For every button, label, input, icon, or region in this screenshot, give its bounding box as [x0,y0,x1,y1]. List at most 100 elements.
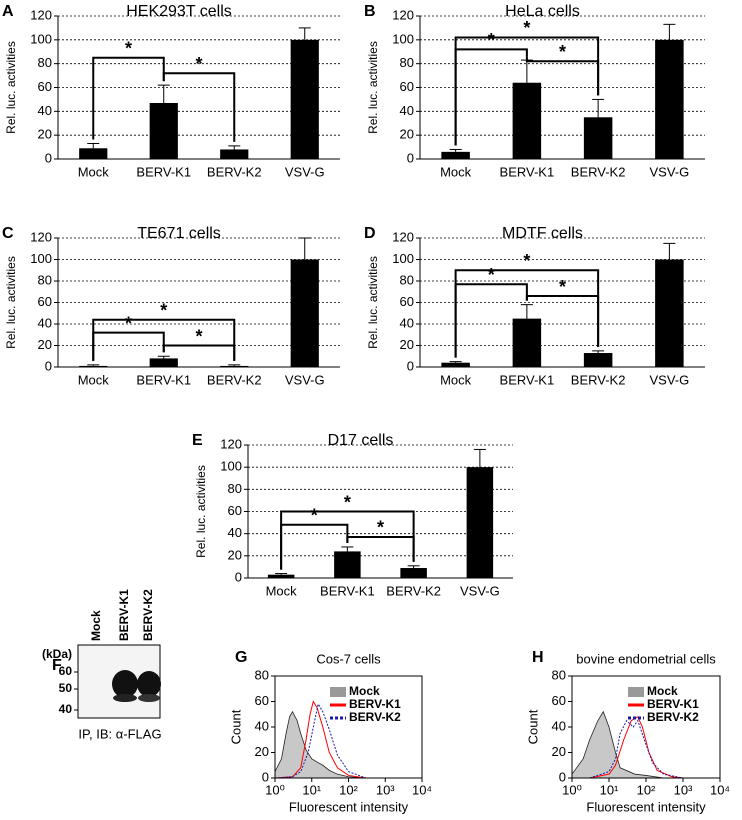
series-line [589,719,684,779]
y-tick-label: 40 [38,315,52,330]
bar [79,365,108,367]
x-tick-label: BERV-K1 [500,372,555,387]
chart-title: HeLa cells [505,3,580,20]
y-tick-label: 60 [255,693,269,708]
chart-title: D17 cells [328,432,394,449]
x-tick-label: 10⁴ [710,782,730,797]
lane-label: BERV-K2 [141,589,155,641]
significance-label: * [311,506,318,526]
series-line [274,702,367,779]
y-tick-label: 100 [30,31,52,46]
y-tick-label: 40 [552,718,566,733]
y-tick-label: 100 [30,251,52,266]
x-tick-label: 10⁴ [412,782,432,797]
x-tick-label: VSV-G [285,372,325,387]
y-tick-label: 60 [228,503,242,518]
bar [583,117,613,159]
chart-title: Cos-7 cells [316,651,381,666]
y-tick-label: 60 [38,294,52,309]
y-tick-label: 120 [392,7,414,22]
y-tick-label: 0 [407,150,414,165]
bar [220,149,249,159]
bar [400,568,427,578]
series-line [589,716,684,779]
blot-band [112,670,138,698]
legend-label: BERV-K1 [647,697,699,711]
significance-label: * [377,518,384,538]
chart-title: bovine endometrial cells [576,651,716,666]
y-axis-label: Rel. luc. activities [194,465,208,558]
y-tick-label: 40 [228,525,242,540]
y-axis-label: Count [228,709,243,744]
y-tick-label: 60 [400,79,414,94]
panel-letter: G [235,649,247,666]
significance-label: * [523,251,530,271]
y-tick-label: 60 [38,79,52,94]
y-tick-label: 0 [407,358,414,373]
y-tick-label: 0 [235,569,242,584]
significance-bracket [92,56,165,140]
x-tick-label: 10³ [674,782,693,797]
y-tick-label: 20 [552,744,566,759]
x-tick-label: VSV-G [650,372,690,387]
y-tick-label: 80 [552,667,566,682]
caption: IP, IB: α-FLAG [78,726,161,741]
y-tick-label: 20 [255,744,269,759]
x-tick-label: BERV-K2 [571,372,626,387]
legend-label: BERV-K1 [349,697,401,711]
x-tick-label: BERV-K2 [207,164,262,179]
significance-bracket [162,344,236,361]
y-tick-label: 120 [30,229,52,244]
y-tick-label: 20 [38,337,52,352]
panel-letter: C [2,225,14,242]
y-tick-label: 40 [400,315,414,330]
y-tick-label: 80 [400,272,414,287]
y-tick-label: 60 [552,693,566,708]
x-tick-label: BERV-K1 [500,164,555,179]
y-tick-label: 80 [228,481,242,496]
y-tick-label: 80 [255,667,269,682]
x-tick-label: 10³ [376,782,395,797]
significance-label: * [559,42,566,62]
legend-swatch [628,687,644,697]
y-tick-label: 0 [559,769,566,784]
legend-label: BERV-K2 [349,710,401,724]
significance-label: * [195,54,202,74]
y-tick-label: 40 [255,718,269,733]
marker-label: 50 [59,681,73,695]
y-tick-label: 80 [38,272,52,287]
x-tick-label: Mock [78,164,110,179]
x-tick-label: BERV-K1 [136,164,191,179]
bar [220,365,249,367]
x-tick-label: BERV-K2 [571,164,626,179]
bar [466,467,494,578]
lane-label: Mock [89,610,103,641]
y-tick-label: 0 [45,358,52,373]
y-tick-label: 100 [392,31,414,46]
x-tick-label: Mock [78,372,110,387]
significance-label: * [344,492,351,512]
panel-letter: H [532,649,544,666]
panel-letter: B [364,3,376,20]
y-tick-label: 80 [400,55,414,70]
significance-bracket [92,331,165,361]
legend-swatch [330,687,346,697]
x-tick-label: 10¹ [600,782,619,797]
bar [334,551,361,578]
x-tick-label: VSV-G [650,164,690,179]
x-tick-label: 10² [339,782,358,797]
y-tick-label: 0 [262,769,269,784]
x-axis-label: Fluorescent intensity [586,799,706,814]
chart-title: MDTF cells [502,225,583,242]
legend-label: Mock [349,684,380,698]
series-line [274,710,367,779]
x-axis-label: Fluorescent intensity [289,799,409,814]
y-tick-label: 20 [38,127,52,142]
x-tick-label: BERV-K1 [136,372,191,387]
y-tick-label: 100 [392,251,414,266]
y-tick-label: 40 [38,103,52,118]
bar [267,574,295,578]
significance-label: * [488,30,495,50]
bar [79,148,108,159]
